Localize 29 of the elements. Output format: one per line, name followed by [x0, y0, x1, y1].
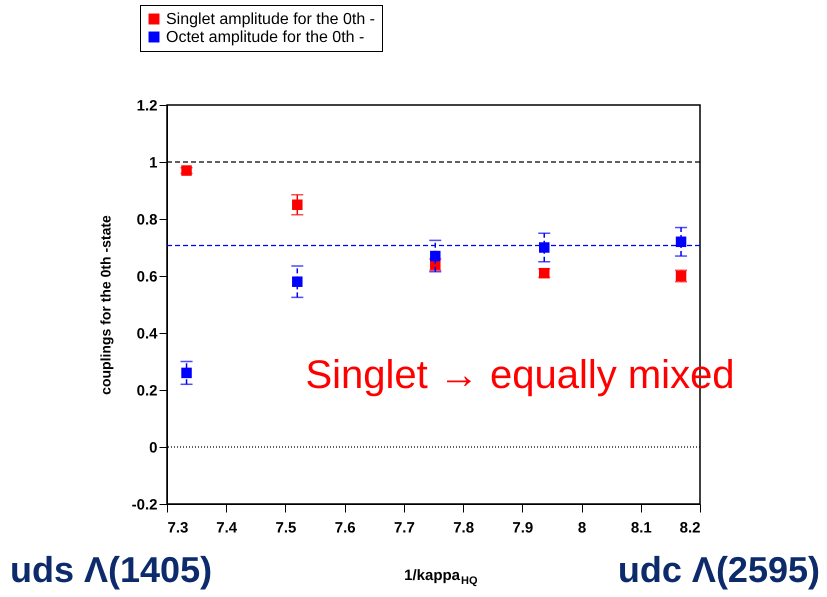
x-tick-label: 8.1 — [630, 520, 652, 536]
point — [539, 242, 550, 253]
y-tick-label: 1 — [149, 154, 158, 172]
y-tick-label: 0.8 — [136, 212, 158, 228]
y-tick-label: 0 — [149, 440, 158, 456]
y-tick-label: -0.2 — [132, 496, 158, 514]
x-tick-label: 8.2 — [680, 520, 700, 536]
text: uds Λ(1405) — [10, 549, 212, 590]
legend-label: Octet amplitude for the 0th - — [166, 29, 364, 46]
text: udc Λ(2595) — [618, 549, 820, 590]
x-tick-label: 7.9 — [512, 520, 534, 536]
point — [292, 276, 303, 287]
x-tick-label: 7.8 — [453, 520, 474, 536]
y-tick-label: 1.2 — [136, 98, 158, 114]
y-tick-label: 0.6 — [136, 268, 158, 286]
point — [292, 200, 303, 210]
x-tick-label: 7.7 — [394, 520, 415, 536]
x-tick-label: 7.5 — [276, 520, 296, 536]
x-tick-label: 7.4 — [216, 520, 238, 536]
x-tick-label: 7.6 — [334, 520, 356, 536]
y-axis-title: couplings for the 0th -state — [98, 214, 114, 395]
y-tick-label: 0.2 — [136, 382, 158, 400]
point — [676, 236, 686, 248]
x-tick-label: 8 — [578, 520, 586, 536]
point — [181, 368, 192, 378]
x-tick-label: 7.3 — [168, 520, 188, 536]
point — [430, 250, 441, 262]
y-tick-label: 0.4 — [136, 326, 158, 342]
legend-label: Singlet amplitude for the 0th - — [166, 11, 376, 28]
